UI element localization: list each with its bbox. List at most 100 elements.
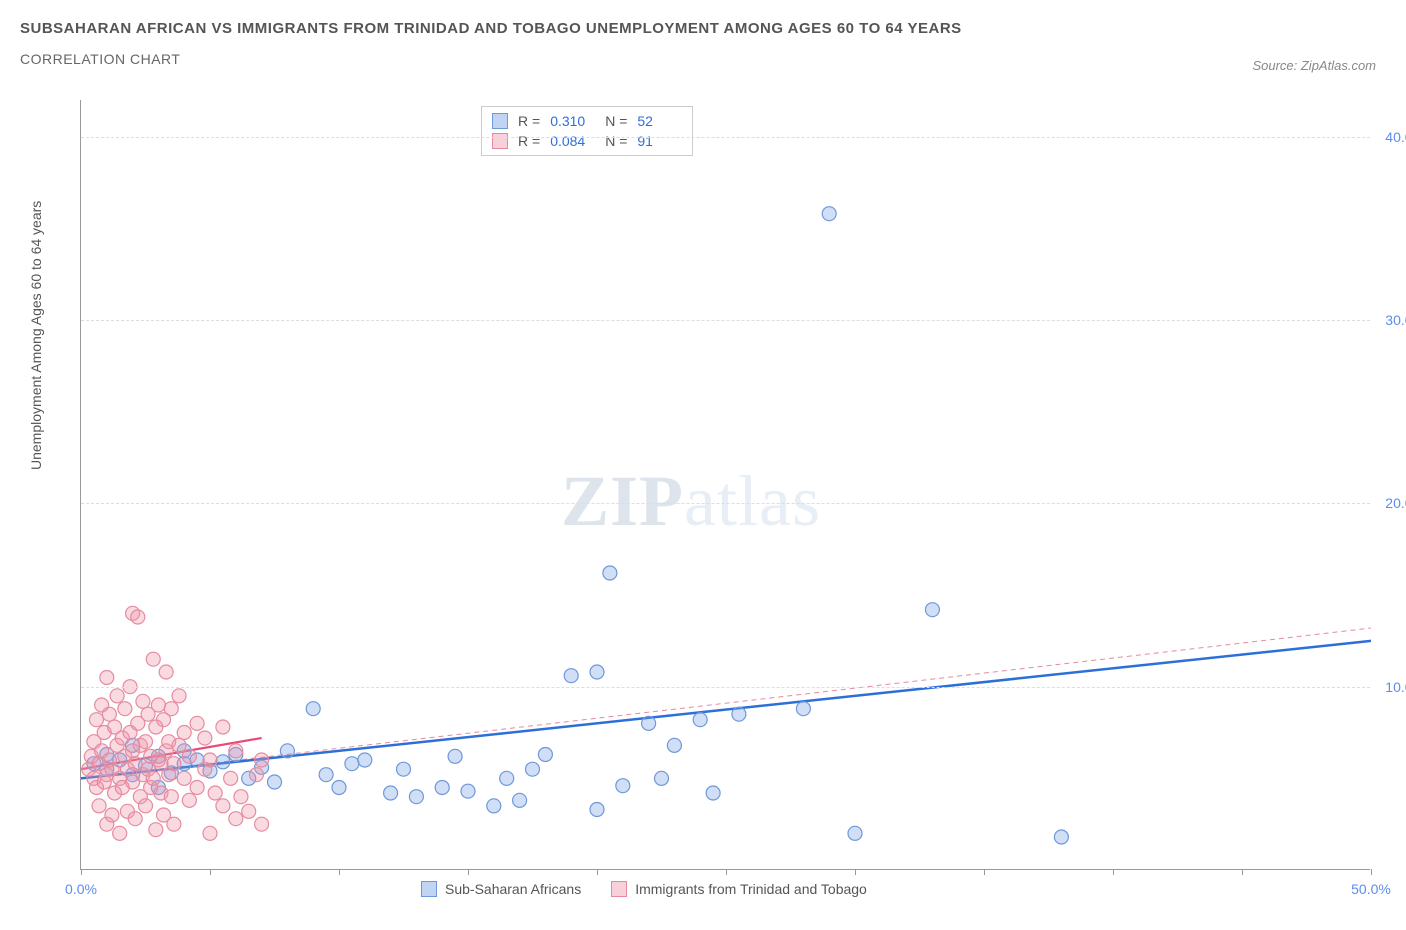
data-point [139, 799, 153, 813]
swatch-blue-icon [421, 881, 437, 897]
data-point [136, 694, 150, 708]
data-point [182, 793, 196, 807]
data-point [131, 610, 145, 624]
data-point [822, 207, 836, 221]
x-tick [210, 869, 211, 875]
data-point [538, 748, 552, 762]
legend-bottom: Sub-Saharan Africans Immigrants from Tri… [421, 881, 867, 897]
stat-r-pink: 0.084 [550, 133, 595, 149]
data-point [796, 702, 810, 716]
data-point [167, 817, 181, 831]
data-point [203, 753, 217, 767]
x-tick [726, 869, 727, 875]
x-tick [1113, 869, 1114, 875]
data-point [590, 665, 604, 679]
x-tick-label: 50.0% [1351, 881, 1391, 897]
stat-r-label: R = [518, 133, 540, 149]
data-point [149, 823, 163, 837]
data-point [190, 716, 204, 730]
stat-n-label: N = [605, 113, 627, 129]
stat-n-label: N = [605, 133, 627, 149]
correlation-chart: SUBSAHARAN AFRICAN VS IMMIGRANTS FROM TR… [20, 20, 1386, 910]
scatter-plot-svg [81, 100, 1370, 869]
stat-r-label: R = [518, 113, 540, 129]
y-tick-label: 30.0% [1385, 312, 1406, 328]
x-tick [984, 869, 985, 875]
data-point [216, 720, 230, 734]
chart-title-line1: SUBSAHARAN AFRICAN VS IMMIGRANTS FROM TR… [20, 20, 1386, 37]
data-point [280, 744, 294, 758]
legend-item-pink: Immigrants from Trinidad and Tobago [611, 881, 867, 897]
gridline [81, 503, 1370, 504]
data-point [242, 804, 256, 818]
data-point [198, 731, 212, 745]
data-point [216, 799, 230, 813]
data-point [118, 702, 132, 716]
data-point [616, 779, 630, 793]
data-point [332, 781, 346, 795]
data-point [203, 826, 217, 840]
x-tick [597, 869, 598, 875]
swatch-pink-icon [611, 881, 627, 897]
data-point [513, 793, 527, 807]
data-point [306, 702, 320, 716]
data-point [345, 757, 359, 771]
data-point [146, 652, 160, 666]
data-point [487, 799, 501, 813]
data-point [732, 707, 746, 721]
chart-title-line2: CORRELATION CHART [20, 51, 1386, 67]
stats-box: R = 0.310 N = 52 R = 0.084 N = 91 [481, 106, 693, 156]
data-point [590, 803, 604, 817]
legend-label-pink: Immigrants from Trinidad and Tobago [635, 881, 867, 897]
data-point [435, 781, 449, 795]
data-point [128, 812, 142, 826]
data-point [384, 786, 398, 800]
data-point [190, 781, 204, 795]
data-point [667, 738, 681, 752]
data-point [139, 735, 153, 749]
data-point [164, 702, 178, 716]
x-tick-label: 0.0% [65, 881, 97, 897]
data-point [526, 762, 540, 776]
data-point [113, 826, 127, 840]
trend-line [81, 641, 1371, 779]
data-point [164, 790, 178, 804]
data-point [229, 744, 243, 758]
x-tick [1371, 869, 1372, 875]
data-point [234, 790, 248, 804]
y-axis-label: Unemployment Among Ages 60 to 64 years [28, 201, 44, 470]
x-tick [339, 869, 340, 875]
data-point [229, 812, 243, 826]
data-point [177, 771, 191, 785]
data-point [255, 753, 269, 767]
data-point [603, 566, 617, 580]
y-tick-label: 40.0% [1385, 129, 1406, 145]
data-point [461, 784, 475, 798]
data-point [159, 665, 173, 679]
gridline [81, 137, 1370, 138]
data-point [706, 786, 720, 800]
data-point [208, 786, 222, 800]
swatch-blue-icon [492, 113, 508, 129]
x-tick [81, 869, 82, 875]
data-point [151, 698, 165, 712]
plot-area: ZIPatlas R = 0.310 N = 52 R = 0.084 N = … [80, 100, 1370, 870]
data-point [224, 771, 238, 785]
data-point [268, 775, 282, 789]
gridline [81, 687, 1370, 688]
trend-line [81, 628, 1371, 778]
data-point [105, 808, 119, 822]
data-point [358, 753, 372, 767]
y-tick-label: 20.0% [1385, 495, 1406, 511]
data-point [642, 716, 656, 730]
x-tick [855, 869, 856, 875]
data-point [409, 790, 423, 804]
data-point [110, 689, 124, 703]
data-point [500, 771, 514, 785]
data-point [167, 757, 181, 771]
stats-row-pink: R = 0.084 N = 91 [492, 131, 682, 151]
data-point [564, 669, 578, 683]
data-point [89, 713, 103, 727]
data-point [1054, 830, 1068, 844]
data-point [100, 671, 114, 685]
